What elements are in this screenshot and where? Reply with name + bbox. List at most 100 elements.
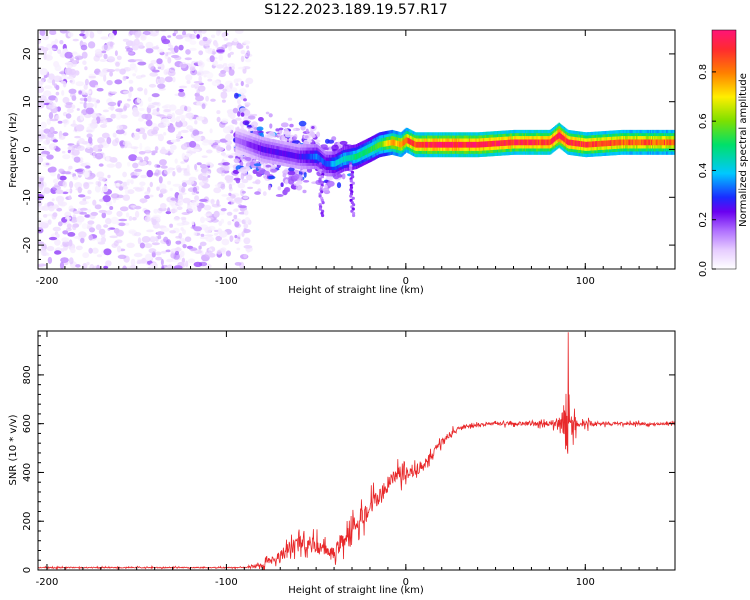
heatmap-cell bbox=[137, 237, 142, 245]
heatmap-cell bbox=[53, 60, 60, 68]
heatmap-cell bbox=[107, 228, 111, 231]
heatmap-cell bbox=[215, 42, 219, 47]
heatmap-cell bbox=[208, 239, 212, 243]
heatmap-cell bbox=[225, 250, 231, 257]
heatmap-cell bbox=[221, 99, 226, 103]
heatmap-cell bbox=[471, 141, 473, 148]
heatmap-cell bbox=[170, 251, 175, 259]
heatmap-cell bbox=[134, 65, 138, 73]
heatmap-cell bbox=[87, 41, 96, 49]
heatmap-cell bbox=[84, 78, 89, 86]
heatmap-cell bbox=[115, 129, 125, 135]
heatmap-cell bbox=[558, 132, 560, 138]
heatmap-cell bbox=[178, 44, 184, 51]
heatmap-cell bbox=[85, 31, 89, 38]
heatmap-cell bbox=[134, 168, 143, 172]
heatmap-cell bbox=[579, 141, 582, 147]
heatmap-cell bbox=[230, 200, 235, 205]
heatmap-cell bbox=[169, 44, 174, 53]
heatmap-cell bbox=[330, 161, 332, 167]
heatmap-cell bbox=[233, 37, 238, 43]
heatmap-cell bbox=[328, 161, 330, 167]
x-tick-label: 100 bbox=[576, 577, 595, 588]
heatmap-cell bbox=[154, 163, 160, 168]
heatmap-cell bbox=[304, 153, 306, 160]
heatmap-cell bbox=[488, 141, 490, 147]
heatmap-cell bbox=[207, 78, 213, 82]
heatmap-cell bbox=[44, 133, 49, 140]
heatmap-cell bbox=[280, 150, 283, 156]
heatmap-cell bbox=[415, 141, 417, 148]
heatmap-cell bbox=[416, 141, 418, 148]
heatmap-cell bbox=[365, 148, 368, 155]
heatmap-cell bbox=[122, 181, 128, 187]
heatmap-cell bbox=[166, 258, 174, 263]
heatmap-cell bbox=[248, 141, 250, 148]
heatmap-cell bbox=[452, 141, 455, 148]
heatmap-cell bbox=[345, 155, 347, 162]
heatmap-cell bbox=[297, 153, 300, 160]
heatmap-cell bbox=[281, 150, 284, 157]
heatmap-cell bbox=[114, 79, 123, 85]
heatmap-cell bbox=[160, 203, 167, 209]
heatmap-cell bbox=[243, 237, 251, 245]
heatmap-cell bbox=[344, 156, 346, 162]
heatmap-cell bbox=[68, 205, 74, 213]
heatmap-cell bbox=[343, 156, 345, 162]
heatmap-cell bbox=[133, 172, 138, 176]
heatmap-cell bbox=[77, 186, 83, 194]
heatmap-cell bbox=[209, 128, 213, 134]
heatmap-cell bbox=[192, 186, 198, 193]
heatmap-cell bbox=[554, 135, 556, 142]
heatmap-cell bbox=[320, 175, 324, 179]
heatmap-cell bbox=[303, 172, 307, 178]
heatmap-cell bbox=[247, 186, 254, 190]
heatmap-cell bbox=[145, 48, 154, 54]
heatmap-cell bbox=[246, 174, 253, 181]
heatmap-cell bbox=[96, 30, 103, 35]
heatmap-cell bbox=[419, 141, 422, 148]
heatmap-cell bbox=[182, 244, 187, 249]
heatmap-cell bbox=[321, 201, 325, 205]
heatmap-cell bbox=[85, 102, 94, 108]
heatmap-cell bbox=[500, 140, 502, 146]
heatmap-cell bbox=[79, 97, 86, 101]
heatmap-cell bbox=[76, 139, 86, 144]
heatmap-cell bbox=[173, 216, 180, 222]
heatmap-cell bbox=[251, 121, 258, 128]
heatmap-cell bbox=[649, 139, 652, 146]
heatmap-cell bbox=[229, 112, 236, 120]
heatmap-cell bbox=[404, 138, 406, 144]
heatmap-cell bbox=[191, 199, 200, 203]
heatmap-cell bbox=[199, 241, 207, 247]
heatmap-cell bbox=[58, 221, 63, 227]
heatmap-cell bbox=[57, 199, 64, 206]
x-tick-label: 100 bbox=[576, 276, 595, 287]
heatmap-cell bbox=[201, 176, 209, 184]
heatmap-cell bbox=[207, 175, 211, 178]
heatmap-cell bbox=[335, 160, 338, 166]
heatmap-cell bbox=[122, 140, 131, 146]
heatmap-cell bbox=[93, 55, 100, 62]
heatmap-cell bbox=[139, 242, 145, 249]
heatmap-cell bbox=[142, 30, 151, 36]
heatmap-cell bbox=[497, 140, 499, 147]
heatmap-cell bbox=[122, 90, 130, 94]
heatmap-cell bbox=[306, 167, 313, 173]
heatmap-cell bbox=[149, 181, 153, 188]
heatmap-cell bbox=[305, 128, 309, 134]
heatmap-cell bbox=[156, 186, 160, 191]
heatmap-cell bbox=[618, 139, 621, 146]
heatmap-cell bbox=[205, 236, 215, 242]
heatmap-cell bbox=[243, 98, 247, 102]
heatmap-cell bbox=[43, 187, 51, 194]
heatmap-cell bbox=[84, 214, 91, 218]
heatmap-cell bbox=[243, 245, 253, 249]
heatmap-cell bbox=[98, 228, 106, 235]
heatmap-cell bbox=[73, 156, 81, 163]
heatmap-cell bbox=[363, 149, 366, 156]
heatmap-cell bbox=[211, 218, 219, 223]
snr-ticks: -200 -100 0 100 0 200 400 600 800 bbox=[22, 331, 676, 588]
heatmap-cell bbox=[83, 101, 87, 109]
